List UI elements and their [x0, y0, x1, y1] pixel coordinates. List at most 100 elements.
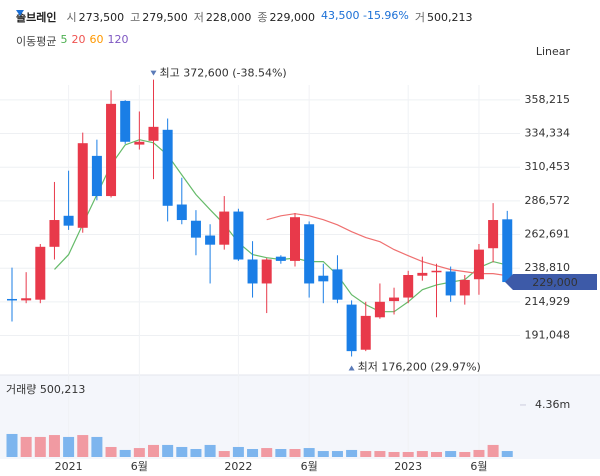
- annotation-arrow: [150, 70, 157, 76]
- volume-bar: [459, 451, 471, 457]
- volume-bar: [176, 446, 188, 457]
- header-field: 고 279,500: [130, 9, 188, 25]
- volume-bar: [360, 451, 372, 457]
- volume-bar: [416, 451, 428, 457]
- volume-bar: [317, 451, 329, 457]
- candle-body: [106, 103, 117, 197]
- candle-body: [190, 220, 201, 238]
- header: 솔브레인 시 273,500 고 279,500 저 228,000 종 229,000 43,5…: [16, 9, 473, 25]
- volume-bar: [247, 449, 259, 457]
- candle-body: [148, 126, 159, 141]
- y-tick-label: 358,215: [525, 93, 571, 106]
- volume-tick-label: 4.36m: [535, 398, 570, 411]
- field-label: 시: [66, 11, 77, 24]
- candle-body: [219, 211, 230, 245]
- candle-body: [332, 269, 343, 300]
- candle-body: [21, 298, 32, 301]
- candle-body: [176, 204, 187, 221]
- field-value: 228,000: [205, 11, 252, 24]
- y-tick-label: 238,810: [525, 261, 571, 274]
- volume-bar: [374, 451, 386, 457]
- header-field: 종 229,000: [257, 9, 315, 25]
- candle-body: [247, 259, 258, 284]
- volume-bar: [289, 449, 301, 457]
- scale-label: Linear: [536, 45, 571, 58]
- y-tick-label: 310,453: [525, 160, 571, 173]
- volume-bar: [261, 448, 273, 457]
- volume-bar: [501, 451, 513, 457]
- candle-body: [389, 297, 400, 302]
- x-tick-label: 2023: [394, 460, 422, 473]
- header-field: 시 273,500: [66, 9, 124, 25]
- change-text: 43,500 -15.96%: [320, 9, 409, 22]
- volume-bar: [105, 446, 117, 457]
- candle-body: [205, 235, 216, 245]
- volume-bar: [232, 446, 244, 457]
- candle-body: [304, 224, 315, 284]
- candle-body: [290, 217, 300, 261]
- volume-bar: [162, 444, 174, 457]
- volume-bar: [473, 449, 485, 457]
- annotation: 최고 372,600 (-38.54%): [160, 67, 287, 80]
- candle-body: [417, 272, 428, 276]
- candle-body: [374, 301, 385, 318]
- legend-label: 이동평균: [16, 35, 57, 48]
- header-field: 거 500,213: [415, 9, 473, 25]
- field-label: 거: [414, 11, 426, 24]
- volume-bar: [20, 436, 32, 457]
- price-change: 43,500 -15.96%: [16, 9, 409, 25]
- x-tick-label: 2021: [55, 460, 83, 473]
- volume-bar: [331, 451, 343, 457]
- y-tick-label: 262,691: [525, 228, 571, 241]
- volume-bar: [63, 436, 75, 457]
- volume-bar: [148, 444, 159, 457]
- field-value: 273,500: [78, 11, 125, 24]
- candle-body: [318, 275, 329, 282]
- candle-body: [346, 304, 357, 352]
- candle-body: [35, 246, 46, 300]
- volume-bar: [445, 451, 457, 457]
- volume-bar: [388, 451, 400, 457]
- volume-bar: [303, 448, 315, 457]
- volume-bar: [119, 449, 131, 457]
- volume-bar: [487, 444, 499, 457]
- volume-panel: [0, 375, 600, 459]
- moving-average-line: [266, 213, 508, 277]
- volume-bar: [6, 433, 18, 457]
- candle-body: [91, 155, 102, 197]
- down-arrow: [16, 10, 24, 16]
- volume-bar: [431, 451, 442, 457]
- candle-body: [445, 271, 456, 296]
- y-tick-label: 191,048: [525, 329, 571, 342]
- candle-body: [431, 270, 442, 273]
- ma-legend: 이동평균 5 20 60 120: [16, 33, 128, 49]
- candle-body: [275, 256, 286, 261]
- y-tick-label: 214,929: [525, 295, 571, 308]
- volume-bar: [190, 449, 202, 457]
- volume-bar: [77, 435, 89, 457]
- arrow: [16, 10, 24, 16]
- header-field: 저 228,000: [194, 9, 252, 25]
- candle-body: [233, 211, 244, 260]
- field-value: 500,213: [427, 11, 473, 24]
- field-value: 229,000: [269, 11, 315, 24]
- x-tick-label: 6월: [470, 460, 487, 473]
- volume-bar: [48, 435, 60, 457]
- y-tick-label: 286,572: [525, 194, 571, 207]
- legend-item: 60: [89, 33, 104, 46]
- moving-average-line: [54, 139, 508, 313]
- current-price-label: 229,000: [532, 276, 578, 289]
- candle-body: [488, 220, 499, 249]
- volume-bar: [91, 436, 103, 457]
- legend-item: 20: [71, 33, 86, 46]
- volume-bar: [402, 451, 414, 457]
- x-tick-label: 6월: [301, 460, 318, 473]
- candle-body: [120, 100, 131, 142]
- x-tick-label: 6월: [131, 460, 148, 473]
- candle-body: [403, 275, 414, 298]
- candle-body: [134, 141, 145, 145]
- candle-body: [63, 215, 74, 226]
- field-value: 279,500: [142, 11, 188, 24]
